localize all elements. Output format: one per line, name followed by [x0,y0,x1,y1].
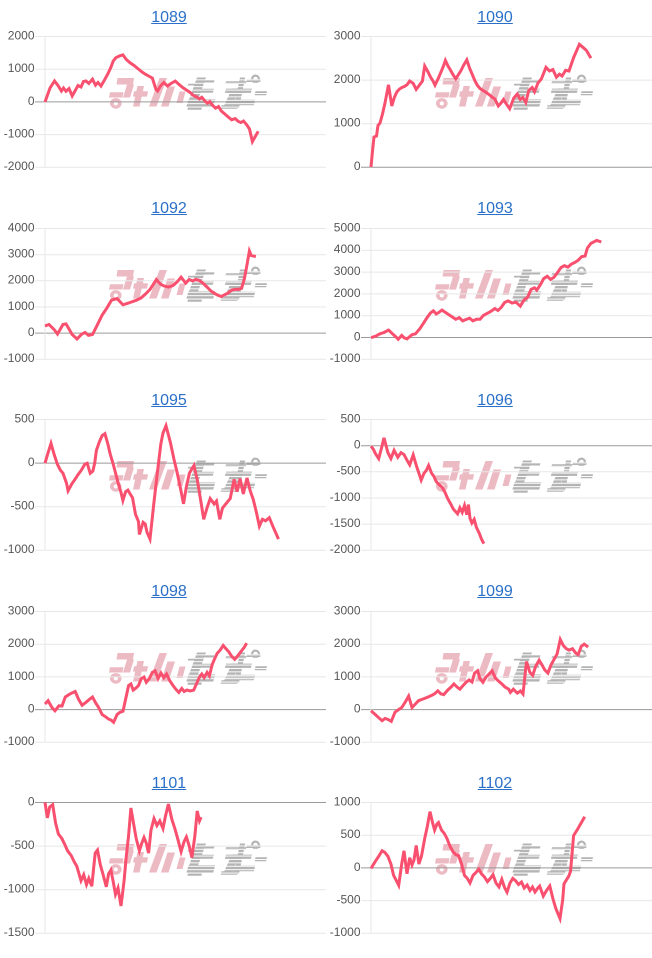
svg-text:2000: 2000 [334,72,361,86]
svg-text:-1000: -1000 [4,734,35,748]
svg-text:-1000: -1000 [4,542,35,556]
svg-text:-500: -500 [336,893,360,907]
svg-text:-1000: -1000 [4,351,35,365]
svg-text:2000: 2000 [334,285,361,299]
svg-text:-500: -500 [336,464,360,478]
svg-text:500: 500 [340,411,360,425]
svg-text:3000: 3000 [334,603,361,617]
svg-text:0: 0 [28,794,35,808]
svg-text:0: 0 [354,438,361,452]
svg-text:-1500: -1500 [330,516,361,530]
svg-text:-1000: -1000 [4,127,35,141]
svg-text:1000: 1000 [334,116,361,130]
svg-text:4000: 4000 [8,220,35,234]
svg-text:-2000: -2000 [330,542,361,556]
svg-text:-1000: -1000 [4,882,35,896]
svg-text:3000: 3000 [8,246,35,260]
svg-text:-1500: -1500 [4,925,35,939]
svg-text:0: 0 [28,94,35,108]
svg-text:0: 0 [354,159,361,173]
svg-text:0: 0 [354,860,361,874]
svg-text:3000: 3000 [334,264,361,278]
svg-text:2000: 2000 [8,636,35,650]
svg-text:500: 500 [14,411,34,425]
svg-text:0: 0 [28,325,35,339]
svg-text:0: 0 [354,701,361,715]
svg-text:1000: 1000 [334,668,361,682]
svg-text:-500: -500 [10,499,34,513]
svg-text:-500: -500 [10,838,34,852]
svg-text:-1000: -1000 [330,734,361,748]
svg-text:5000: 5000 [334,220,361,234]
svg-text:1000: 1000 [334,794,361,808]
svg-text:0: 0 [28,455,35,469]
svg-text:0: 0 [354,329,361,343]
svg-text:-1000: -1000 [330,351,361,365]
svg-text:2000: 2000 [8,28,35,42]
svg-text:1000: 1000 [8,61,35,75]
svg-text:2000: 2000 [8,272,35,286]
svg-text:3000: 3000 [334,28,361,42]
svg-text:4000: 4000 [334,242,361,256]
svg-text:500: 500 [340,827,360,841]
svg-text:3000: 3000 [8,603,35,617]
svg-text:1000: 1000 [334,307,361,321]
svg-text:1000: 1000 [8,298,35,312]
svg-text:-2000: -2000 [4,159,35,173]
svg-text:1000: 1000 [8,668,35,682]
svg-text:-1000: -1000 [330,925,361,939]
svg-text:0: 0 [28,701,35,715]
svg-text:-1000: -1000 [330,490,361,504]
svg-text:2000: 2000 [334,636,361,650]
